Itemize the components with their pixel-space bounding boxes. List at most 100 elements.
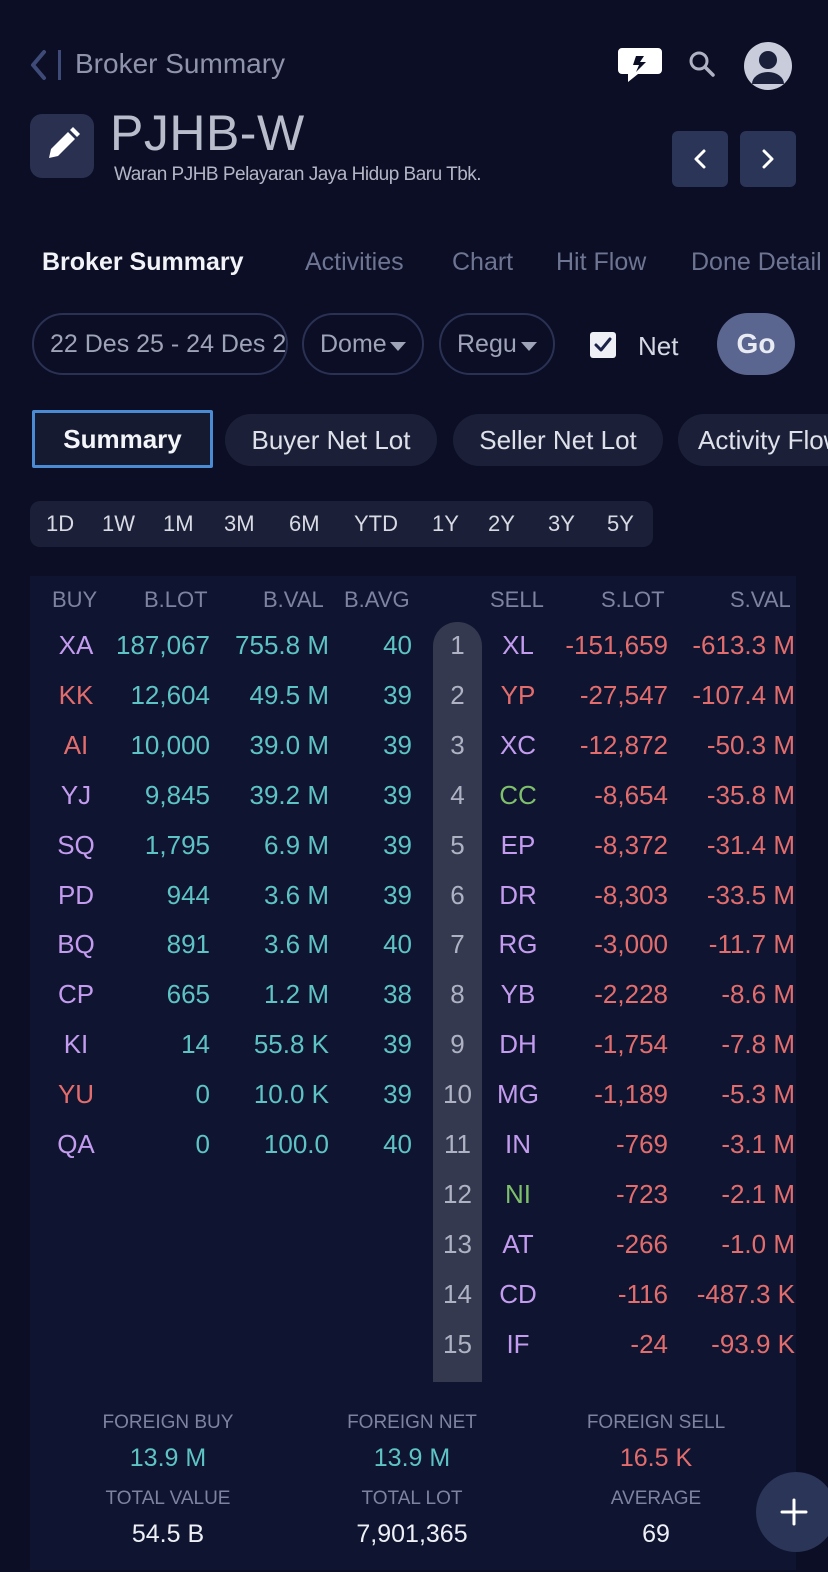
buy-average: 40 — [383, 1129, 412, 1159]
rank-number: 5 — [450, 829, 465, 860]
period-3y[interactable]: 3Y — [548, 511, 575, 536]
sell-broker-code: MG — [497, 1079, 539, 1110]
rank-number: 15 — [443, 1328, 472, 1359]
col-blot: B.LOT — [144, 587, 208, 612]
chevron-right-icon — [762, 149, 774, 169]
sell-broker-code: CC — [499, 779, 537, 810]
rank-number: 8 — [450, 979, 465, 1010]
sell-value: -7.8 M — [721, 1029, 795, 1060]
total-value: 54.5 B — [131, 1520, 205, 1548]
company-name: Waran PJHB Pelayaran Jaya Hidup Baru Tbk… — [114, 164, 482, 185]
buy-value: 1.2 M — [263, 979, 329, 1010]
sell-lot: -2,228 — [594, 979, 668, 1010]
buy-average: 39 — [383, 679, 412, 710]
date-range-value: 22 Des 25 - 24 Des 25 — [50, 329, 288, 358]
rank-number: 3 — [450, 729, 465, 760]
tab-activities[interactable]: Activities — [305, 248, 404, 276]
sell-broker-code: CD — [499, 1278, 537, 1309]
sell-broker-code: DH — [499, 1029, 537, 1060]
back-chevron-icon[interactable] — [28, 48, 50, 82]
rank-number: 6 — [450, 879, 465, 910]
sell-lot: -12,872 — [579, 729, 668, 760]
buy-value: 755.8 M — [235, 630, 329, 660]
buy-broker-code: CP — [57, 979, 95, 1010]
tab-broker-summary[interactable]: Broker Summary — [42, 248, 244, 276]
tab-done-detail[interactable]: Done Detail — [691, 248, 822, 276]
broker-table — [30, 576, 796, 1570]
buy-average: 39 — [383, 779, 412, 810]
buy-average: 39 — [383, 829, 412, 860]
rank-number: 1 — [450, 630, 465, 660]
sell-value: -33.5 M — [706, 879, 795, 910]
sell-value: -8.6 M — [721, 979, 795, 1010]
sell-value: -5.3 M — [721, 1079, 795, 1110]
sell-lot: -8,303 — [594, 879, 668, 910]
buy-lot: 891 — [166, 929, 210, 960]
buy-average: 38 — [383, 979, 412, 1010]
buy-lot: 187,067 — [116, 630, 210, 660]
buy-broker-code: QA — [57, 1129, 95, 1159]
buy-lot: 14 — [181, 1029, 210, 1060]
tab-done-detail-wrap: Done Detail — [691, 248, 828, 277]
subtab-buyer-net-lot[interactable]: Buyer Net Lot — [225, 414, 437, 466]
rank-number: 10 — [443, 1079, 472, 1110]
period-1m[interactable]: 1M — [163, 511, 194, 536]
rank-number: 12 — [443, 1178, 472, 1209]
search-icon[interactable] — [686, 48, 718, 80]
chat-icon[interactable] — [616, 42, 664, 86]
foreign-sell-label: FOREIGN SELL — [586, 1412, 726, 1433]
buy-value: 39.0 M — [249, 729, 330, 760]
tab-hit-flow[interactable]: Hit Flow — [556, 248, 647, 276]
buy-average: 39 — [383, 1029, 412, 1060]
sell-broker-code: AT — [502, 1228, 534, 1259]
market-select[interactable]: Dome — [302, 313, 424, 375]
stock-ticker: PJHB-W — [110, 105, 305, 161]
chevron-down-icon — [521, 342, 537, 351]
next-stock-button[interactable] — [740, 131, 796, 187]
tab-chart[interactable]: Chart — [452, 248, 514, 276]
subtab-summary[interactable]: Summary — [32, 410, 213, 468]
period-3m[interactable]: 3M — [224, 511, 255, 536]
buy-lot: 0 — [195, 1129, 210, 1159]
sell-value: -31.4 M — [706, 829, 795, 860]
rank-number: 14 — [443, 1278, 472, 1309]
total-lot: 7,901,365 — [356, 1520, 468, 1548]
period-2y[interactable]: 2Y — [488, 511, 515, 536]
net-checkbox[interactable] — [590, 332, 616, 358]
period-ytd[interactable]: YTD — [354, 511, 398, 536]
net-label: Net — [638, 331, 679, 361]
buy-average: 39 — [383, 729, 412, 760]
go-button[interactable]: Go — [717, 313, 795, 375]
sell-broker-code: DR — [499, 879, 537, 910]
col-buy: BUY — [52, 587, 98, 612]
buy-value: 39.2 M — [249, 779, 330, 810]
period-1w[interactable]: 1W — [102, 511, 135, 536]
date-range-field[interactable]: 22 Des 25 - 24 Des 25 — [32, 313, 288, 375]
period-6m[interactable]: 6M — [289, 511, 320, 536]
buy-value: 49.5 M — [249, 679, 330, 710]
avatar[interactable] — [744, 42, 792, 90]
pencil-icon — [49, 127, 80, 158]
sell-broker-code: XL — [502, 630, 534, 660]
period-5y[interactable]: 5Y — [607, 511, 634, 536]
sell-value: -50.3 M — [706, 729, 795, 760]
subtab-seller-net-lot[interactable]: Seller Net Lot — [453, 414, 663, 466]
foreign-buy-value: 13.9 M — [129, 1444, 207, 1472]
subtab-activity-flow[interactable]: Activity Flow — [678, 414, 828, 466]
board-select[interactable]: Regu — [439, 313, 555, 375]
add-button[interactable] — [756, 1472, 828, 1552]
sell-value: -2.1 M — [721, 1178, 795, 1209]
sell-value: -93.9 K — [711, 1328, 795, 1359]
period-1d[interactable]: 1D — [46, 511, 75, 536]
buy-broker-code: PD — [57, 879, 95, 910]
sell-lot: -266 — [615, 1228, 668, 1259]
sell-broker-code: YP — [500, 679, 536, 710]
previous-stock-button[interactable] — [672, 131, 728, 187]
total-value-label: TOTAL VALUE — [105, 1488, 231, 1509]
buy-average: 40 — [383, 630, 412, 660]
user-icon — [752, 51, 784, 84]
edit-watchlist-button[interactable] — [30, 114, 94, 178]
period-1y[interactable]: 1Y — [432, 511, 459, 536]
sell-lot: -769 — [615, 1129, 668, 1159]
col-sell: SELL — [490, 587, 544, 612]
